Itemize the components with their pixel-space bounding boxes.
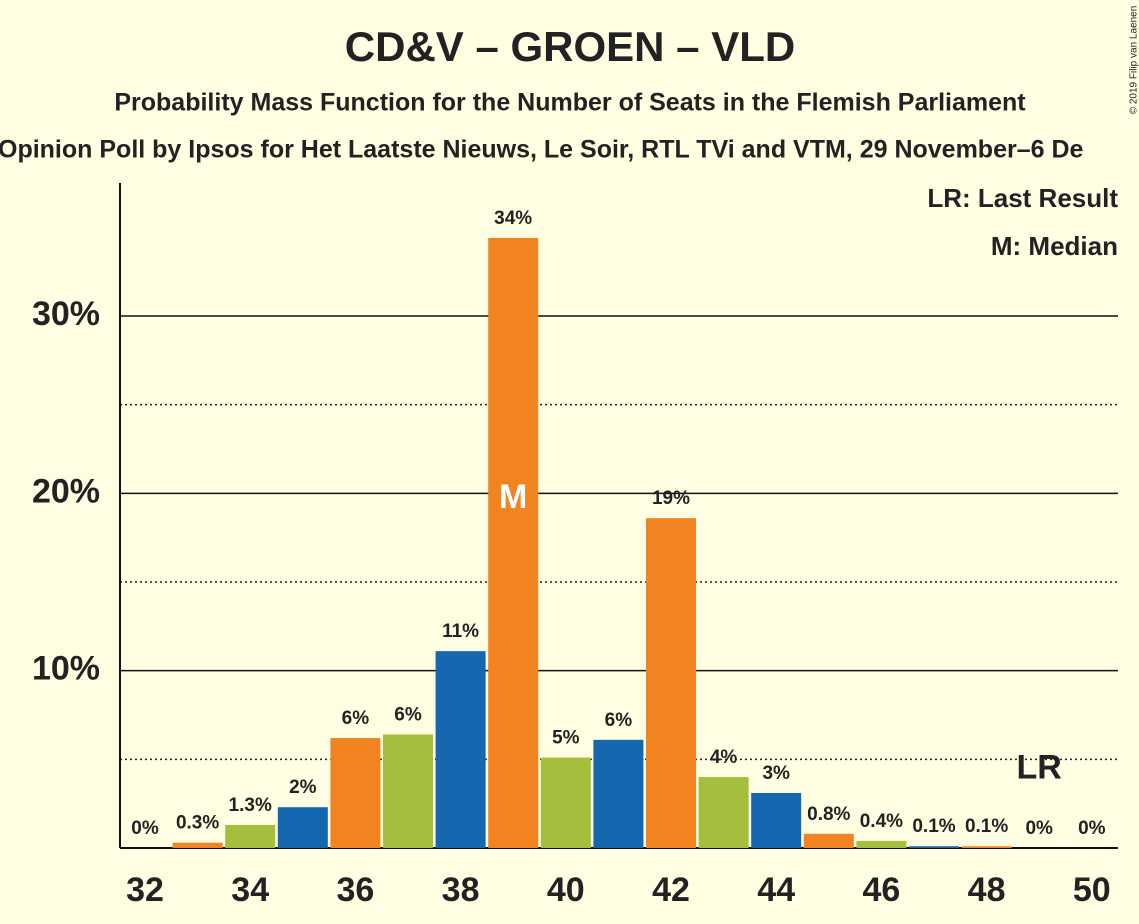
annotation: LR <box>1017 748 1062 786</box>
x-tick-label: 46 <box>862 871 900 909</box>
value-label: 0.1% <box>965 816 1008 837</box>
chart-title: CD&V – GROEN – VLD <box>345 23 795 70</box>
bar <box>277 807 328 848</box>
value-label: 0% <box>131 818 159 839</box>
bar <box>909 846 959 848</box>
value-label: 0.1% <box>912 816 955 837</box>
x-tick-label: 32 <box>126 871 164 909</box>
bar <box>646 518 696 848</box>
bar <box>540 757 591 848</box>
bar <box>803 833 854 848</box>
value-label: 1.3% <box>229 795 272 816</box>
bar <box>172 842 223 848</box>
bar <box>435 651 486 848</box>
value-label: 6% <box>394 705 422 726</box>
x-tick-label: 50 <box>1073 871 1111 909</box>
value-label: 4% <box>710 747 738 768</box>
legend-entry: LR: Last Result <box>927 183 1118 213</box>
bar <box>383 734 433 848</box>
value-label: 5% <box>552 728 580 749</box>
x-tick-label: 40 <box>547 871 585 909</box>
bar <box>698 777 749 848</box>
value-label: 6% <box>342 708 370 729</box>
value-label: 34% <box>494 208 532 229</box>
x-tick-label: 42 <box>652 871 690 909</box>
bar <box>856 840 907 848</box>
x-tick-label: 44 <box>757 871 795 909</box>
bar <box>751 793 802 848</box>
value-label: 0.3% <box>176 813 219 834</box>
x-tick-label: 36 <box>336 871 374 909</box>
annotation: M <box>499 478 527 516</box>
chart-subtitle-2: Opinion Poll by Ipsos for Het Laatste Ni… <box>0 136 1084 164</box>
chart-subtitle: Probability Mass Function for the Number… <box>114 89 1026 117</box>
value-label: 0% <box>1078 818 1106 839</box>
bar <box>961 846 1012 848</box>
y-tick-label: 10% <box>32 650 100 688</box>
value-label: 3% <box>762 763 790 784</box>
value-label: 6% <box>605 710 633 731</box>
value-label: 11% <box>442 621 479 642</box>
value-label: 0% <box>1025 818 1053 839</box>
legend-entry: M: Median <box>991 231 1118 261</box>
bar <box>330 738 381 848</box>
y-tick-label: 20% <box>32 472 100 510</box>
copyright: © 2019 Filip van Laenen <box>1129 6 1139 115</box>
bar <box>225 824 276 848</box>
bar <box>593 739 644 848</box>
x-tick-label: 38 <box>442 871 480 909</box>
y-tick-label: 30% <box>32 295 100 333</box>
value-label: 0.8% <box>807 804 850 825</box>
value-label: 19% <box>652 488 690 509</box>
value-label: 0.4% <box>860 811 903 832</box>
x-tick-label: 34 <box>231 871 269 909</box>
x-tick-label: 48 <box>968 871 1006 909</box>
bar <box>488 237 539 848</box>
value-label: 2% <box>289 777 317 798</box>
